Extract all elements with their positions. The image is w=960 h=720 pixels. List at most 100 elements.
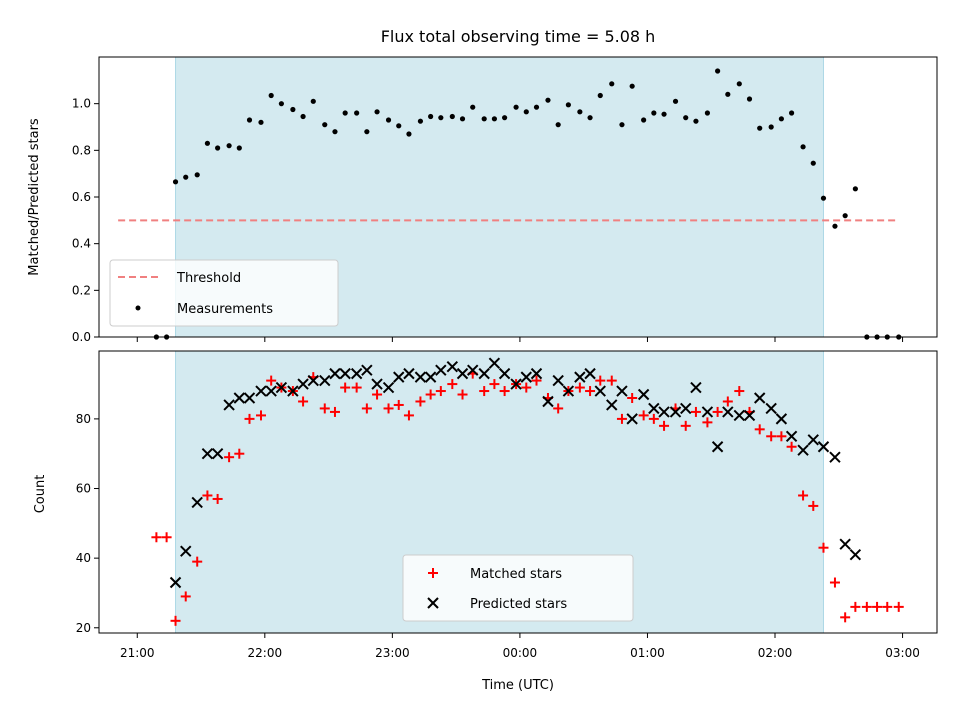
matched-stars-point <box>680 420 691 431</box>
matched-stars-point <box>192 556 203 567</box>
measurements-legend-label: Measurements <box>177 302 273 317</box>
measurements-point <box>332 129 338 135</box>
measurements-point <box>374 109 380 115</box>
ratio-y-ticks: 0.0 0.2 0.4 0.6 0.8 1.0 <box>72 97 99 344</box>
measurements-point <box>470 104 476 110</box>
matched-stars-point <box>776 431 787 442</box>
x-tick-label: 00:00 <box>503 646 538 660</box>
count-y-axis-label: Count <box>33 475 48 514</box>
predicted-stars-point <box>648 402 660 415</box>
measurements-point <box>183 174 189 180</box>
measurements-point <box>342 110 348 116</box>
measurements-point <box>300 113 306 120</box>
y-tick-label: 0.0 <box>72 330 91 344</box>
predicted-stars-point <box>265 385 277 397</box>
matched-stars-point <box>224 452 235 463</box>
y-tick-label: 0.4 <box>72 237 91 251</box>
ratio-x-ticks <box>136 337 904 342</box>
predicted-stars-point <box>829 451 841 463</box>
predicted-stars-point <box>223 399 235 411</box>
predicted-stars-point <box>711 441 724 453</box>
measurements-point <box>629 83 635 89</box>
matched-stars-point <box>212 493 223 504</box>
predicted-stars-point <box>574 371 586 383</box>
predicted-stars-point <box>424 371 437 383</box>
matched-stars-point <box>850 601 861 612</box>
predicted-stars-point <box>478 367 490 380</box>
predicted-legend-label: Predicted stars <box>470 597 567 612</box>
measurements-point <box>778 116 784 122</box>
threshold-legend-label: Threshold <box>176 271 241 286</box>
matched-stars-point <box>659 420 670 431</box>
measurements-point <box>290 106 296 113</box>
measurements-point <box>428 113 434 120</box>
measurements-point <box>268 92 274 99</box>
predicted-stars-point <box>701 406 714 418</box>
measurements-point <box>800 144 806 150</box>
matched-stars-point <box>372 389 383 400</box>
x-tick-label: 02:00 <box>758 646 793 660</box>
ratio-legend-box <box>109 259 339 327</box>
measurements-point <box>278 101 284 107</box>
measurements-point <box>852 186 858 192</box>
measurements-point <box>533 104 540 110</box>
predicted-stars-point <box>233 392 246 404</box>
measurements-point <box>788 110 795 116</box>
count-x-ticks: 21:00 22:00 23:00 00:00 01:00 02:00 03:00 <box>120 633 920 660</box>
predicted-stars-point <box>807 434 819 446</box>
measurements-point <box>661 111 667 117</box>
matched-stars-point <box>161 532 172 543</box>
measurements-point <box>246 117 253 123</box>
measurements-point <box>502 115 508 121</box>
measurements-point <box>715 68 721 74</box>
measurements-point <box>396 123 402 129</box>
predicted-stars-point <box>680 402 692 415</box>
x-tick-label: 03:00 <box>885 646 920 660</box>
measurements-point <box>577 109 583 115</box>
measurements-point <box>832 223 838 229</box>
measurements-point <box>725 91 731 97</box>
matched-stars-point <box>457 389 468 400</box>
predicted-stars-point <box>743 409 756 422</box>
matched-legend-swatch <box>428 568 438 578</box>
matched-stars-point <box>595 375 606 386</box>
matched-stars-point <box>447 379 458 390</box>
x-axis-label: Time (UTC) <box>481 678 554 693</box>
predicted-stars-point <box>275 381 288 394</box>
measurements-point <box>746 96 753 102</box>
matched-stars-point <box>499 386 510 397</box>
matched-stars-point <box>722 396 733 407</box>
matched-stars-point <box>627 393 638 403</box>
matched-stars-point <box>690 406 701 417</box>
matched-stars-point <box>712 406 723 417</box>
matched-stars-point <box>585 386 596 397</box>
matched-stars-point <box>606 375 617 386</box>
predicted-stars-point <box>520 371 532 383</box>
matched-stars-point <box>861 601 872 612</box>
measurements-point <box>736 81 742 87</box>
predicted-stars-point <box>307 374 319 387</box>
predicted-stars-point <box>849 548 862 561</box>
measurements-point <box>449 113 455 120</box>
ratio-y-axis-label: Matched/Predicted stars <box>27 118 42 276</box>
matched-stars-point <box>766 431 777 442</box>
matched-stars-point <box>574 382 585 393</box>
predicted-stars-point <box>446 360 459 373</box>
y-tick-label: 20 <box>76 621 91 635</box>
matched-stars-point <box>298 396 309 407</box>
measurements-point <box>545 97 551 103</box>
predicted-legend-swatch <box>427 597 439 609</box>
count-legend: Matched stars Predicted stars <box>402 554 634 622</box>
predicted-stars-point <box>180 545 192 557</box>
measurements-legend-swatch <box>135 305 141 311</box>
predicted-stars-point <box>371 378 383 390</box>
matched-stars-point <box>638 410 649 421</box>
measurements-point <box>587 115 593 121</box>
predicted-stars-point <box>616 385 628 397</box>
measurements-point <box>491 116 498 122</box>
measurements-point <box>406 131 412 137</box>
predicted-stars-point <box>606 399 618 411</box>
matched-stars-point <box>351 382 362 393</box>
predicted-stars-point <box>414 371 427 383</box>
